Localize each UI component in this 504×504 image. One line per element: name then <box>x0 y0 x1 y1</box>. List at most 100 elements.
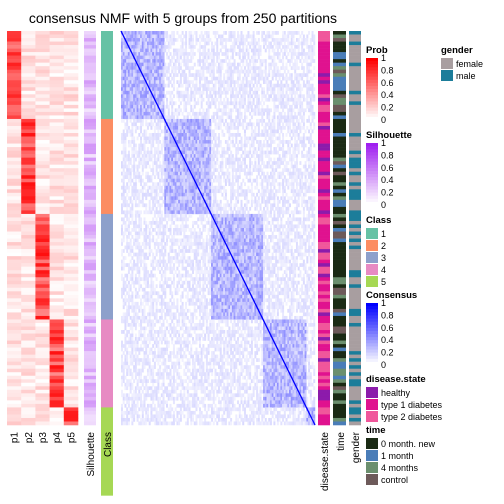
annotation-cell <box>349 161 361 165</box>
annotation-cell <box>349 379 361 384</box>
prob-cell <box>49 203 65 208</box>
annotation-cell <box>349 52 361 56</box>
prob-cell <box>63 414 79 419</box>
prob-cell <box>49 266 65 271</box>
prob-cell <box>63 185 79 190</box>
prob-cell <box>21 168 36 173</box>
annotation-cell <box>318 34 330 39</box>
prob-cell <box>7 361 22 366</box>
annotation-cell <box>333 90 346 95</box>
annotation-cell <box>333 330 346 334</box>
prob-cell <box>7 55 22 60</box>
prob-cell <box>63 55 79 60</box>
prob-cell <box>63 83 79 88</box>
silhouette-cell <box>84 252 96 257</box>
prob-cell <box>35 294 50 299</box>
legend-swatch <box>366 399 378 410</box>
prob-cell <box>21 301 36 306</box>
annotation-cell <box>349 87 361 92</box>
prob-cell <box>49 196 65 201</box>
annotation-cell <box>349 287 361 292</box>
prob-cell <box>35 52 50 56</box>
silhouette-cell <box>84 358 96 362</box>
prob-cell <box>7 175 22 180</box>
prob-cell <box>21 294 36 299</box>
legend-tick: 0.2 <box>381 188 394 198</box>
prob-cell <box>63 344 79 348</box>
prob-cell <box>35 263 50 267</box>
prob-cell <box>35 31 50 35</box>
prob-cell <box>63 154 79 158</box>
annotation-cell <box>318 410 330 415</box>
silhouette-cell <box>84 361 96 366</box>
annotation-cell <box>333 171 346 176</box>
silhouette-cell <box>84 372 96 377</box>
time-label: time <box>336 432 347 451</box>
silhouette-cell <box>84 354 96 359</box>
silhouette-cell <box>84 228 96 232</box>
silhouette-cell <box>84 111 96 116</box>
prob-cell <box>7 87 22 92</box>
legend-swatch <box>366 264 378 275</box>
legend-swatch <box>441 58 453 69</box>
annotation-cell <box>333 118 346 123</box>
legend-label: 2 <box>381 241 386 251</box>
prob-cell <box>49 400 65 405</box>
prob-cell <box>35 347 50 352</box>
prob-cell <box>49 417 65 422</box>
prob-cell <box>7 414 22 419</box>
gender-label: gender <box>351 431 362 463</box>
annotation-cell <box>318 101 330 106</box>
annotation-cell <box>349 90 361 95</box>
prob-cell <box>35 125 50 130</box>
prob-cell <box>49 228 65 232</box>
prob-cell <box>7 228 22 232</box>
annotation-cell <box>333 266 346 271</box>
prob-cell <box>35 147 50 151</box>
silhouette-cell <box>84 330 96 334</box>
prob-cell <box>7 330 22 334</box>
prob-cell <box>49 421 65 426</box>
prob-cell <box>7 199 22 204</box>
prob-cell <box>49 344 65 348</box>
annotation-cell <box>333 344 346 348</box>
prob-cell <box>21 322 36 327</box>
prob-cell <box>63 407 79 412</box>
prob-cell <box>7 133 22 137</box>
legend-swatch <box>366 474 378 485</box>
annotation-cell <box>333 368 346 373</box>
prob-cell <box>49 31 65 35</box>
prob-cell <box>7 224 22 229</box>
prob-cell <box>49 175 65 180</box>
annotation-cell <box>333 308 346 313</box>
legend-label: 5 <box>381 277 386 287</box>
annotation-cell <box>318 97 330 102</box>
annotation-cell <box>318 245 330 250</box>
prob-cell <box>63 242 79 246</box>
prob-cell <box>49 414 65 419</box>
prob-cell <box>63 41 79 46</box>
prob-cell <box>7 410 22 415</box>
annotation-cell <box>333 340 346 345</box>
prob-cell <box>21 224 36 229</box>
prob-cell <box>7 351 22 355</box>
annotation-cell <box>349 168 361 173</box>
legend-tick: 0.8 <box>381 150 394 160</box>
prob-cell <box>21 333 36 338</box>
prob-cell <box>21 178 36 183</box>
silhouette-cell <box>84 396 96 401</box>
annotation-cell <box>318 386 330 391</box>
prob-cell <box>7 368 22 373</box>
annotation-cell <box>318 322 330 327</box>
prob-cell <box>49 192 65 197</box>
annotation-cell <box>333 284 346 289</box>
silhouette-cell <box>84 133 96 137</box>
prob-cell <box>7 340 22 345</box>
silhouette-cell <box>84 73 96 78</box>
prob-cell <box>49 161 65 165</box>
silhouette-cell <box>84 277 96 282</box>
prob-cell <box>21 414 36 419</box>
prob-cell <box>21 192 36 197</box>
annotation-cell <box>318 351 330 355</box>
